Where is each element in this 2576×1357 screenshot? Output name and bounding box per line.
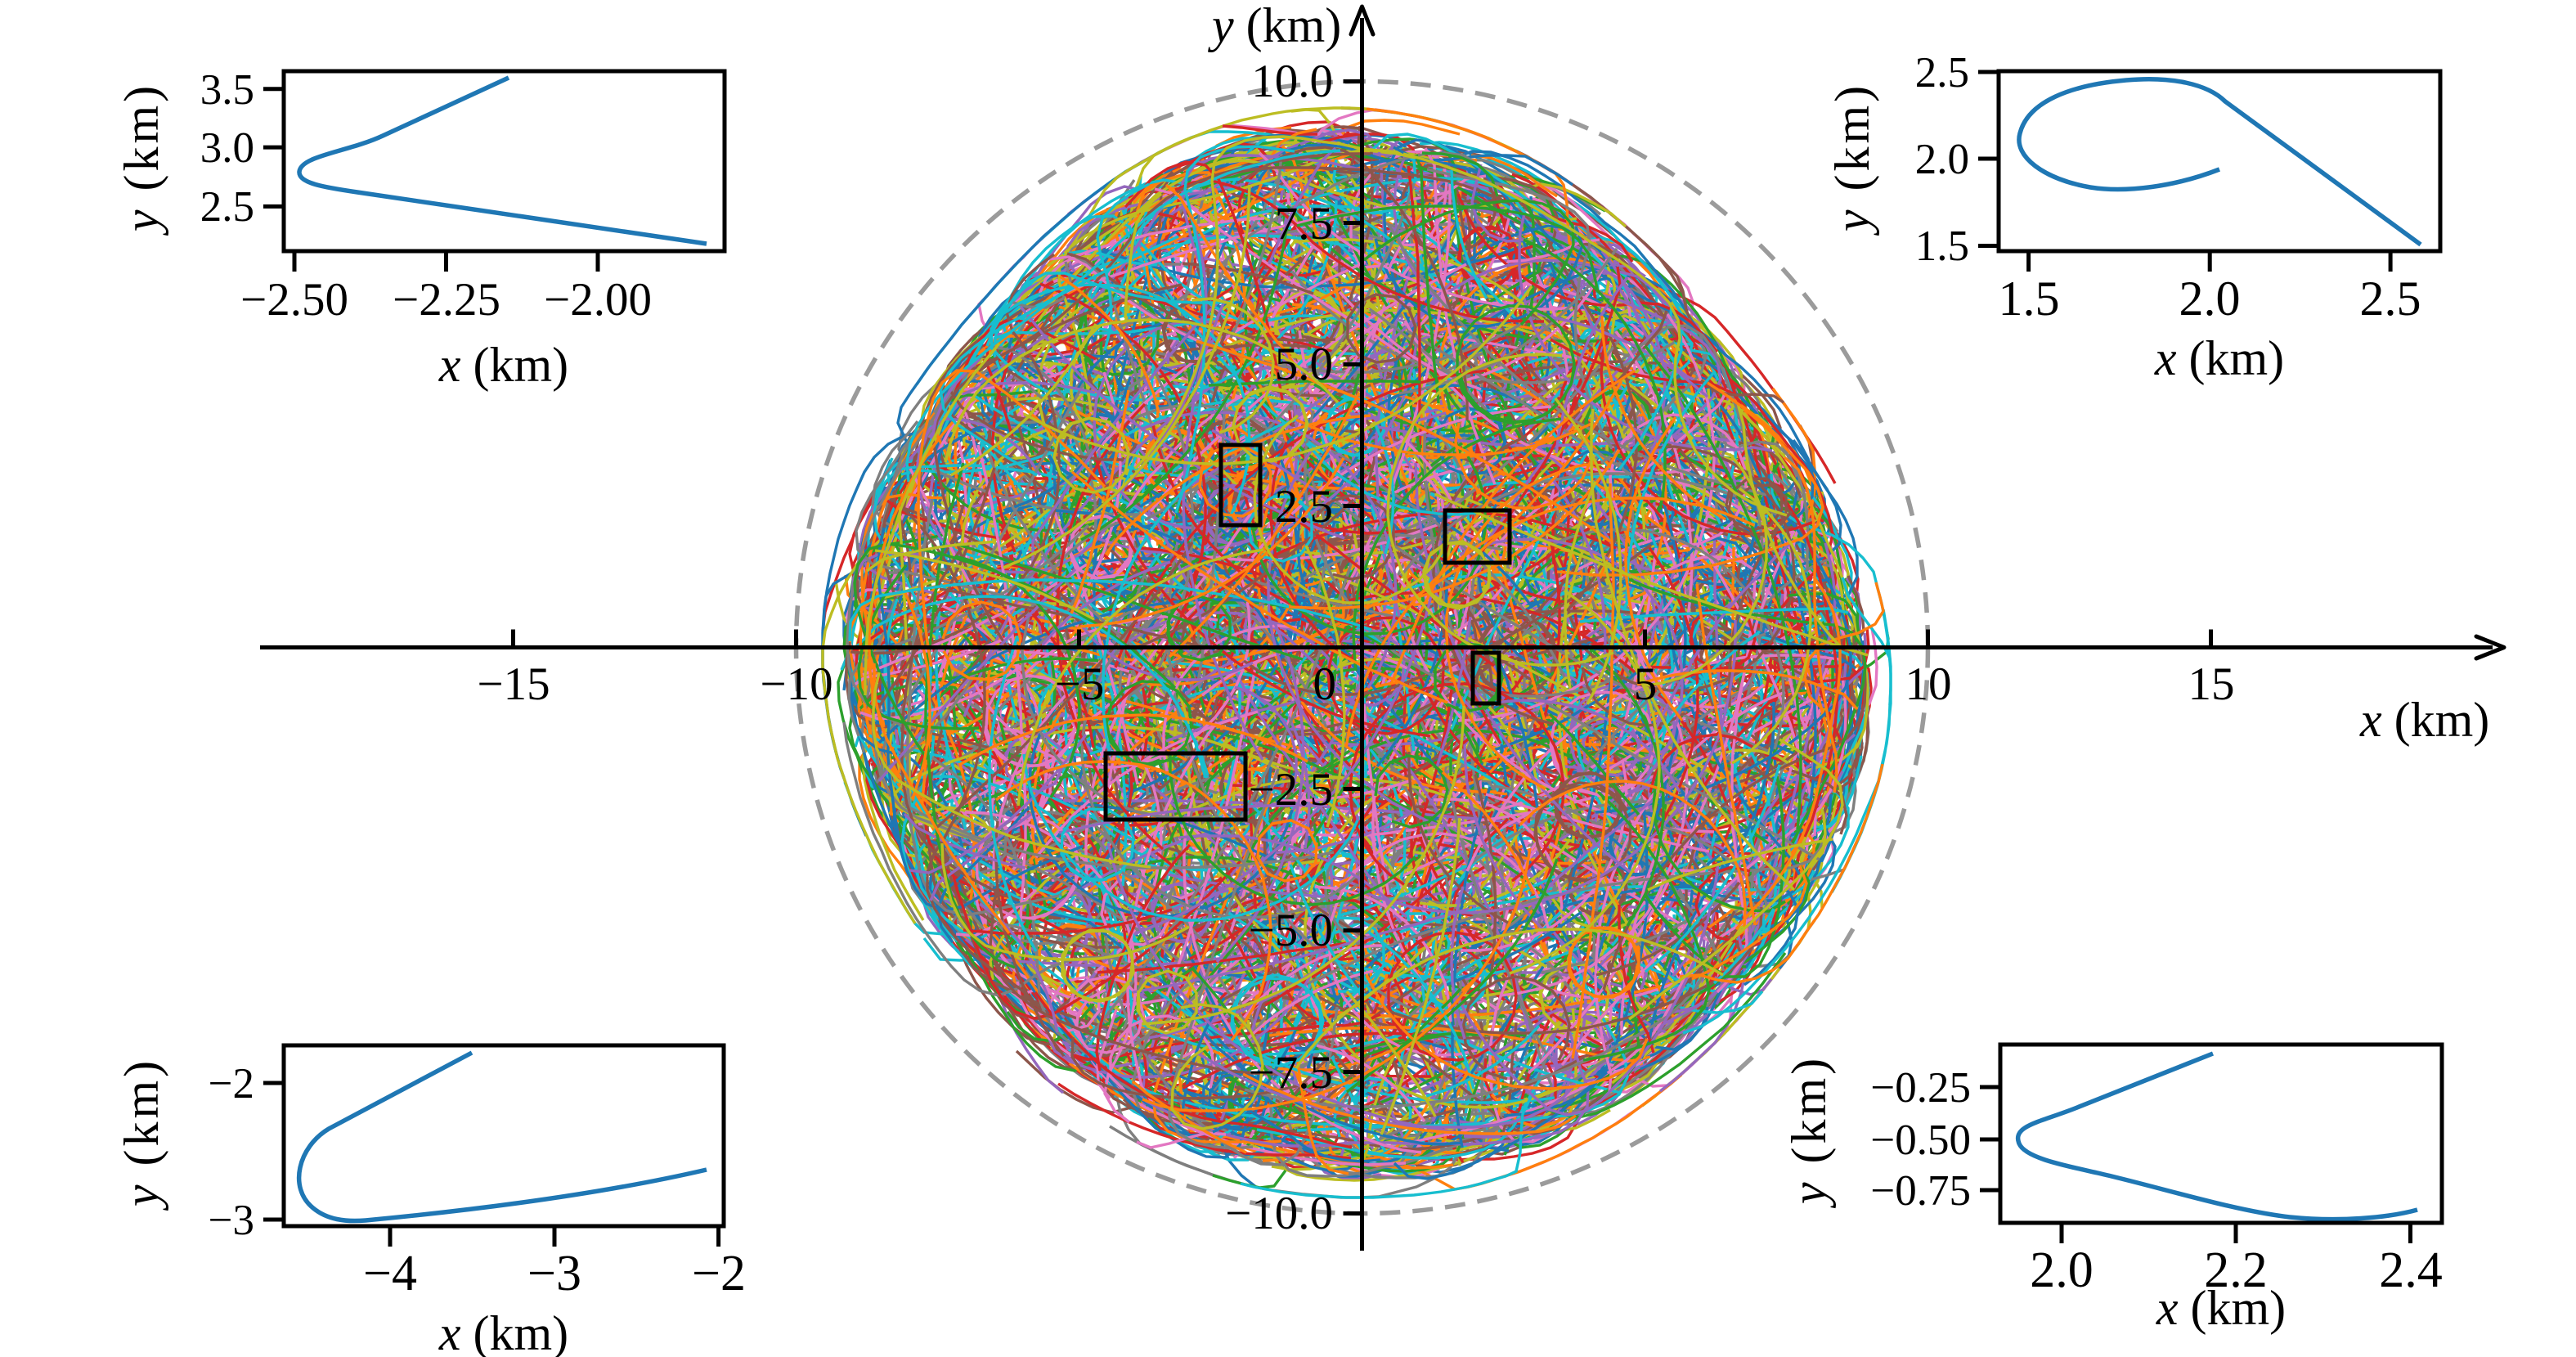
svg-text:−7.5: −7.5 <box>1249 1047 1333 1099</box>
svg-text:−2.25: −2.25 <box>393 274 500 326</box>
svg-text:2.5: 2.5 <box>1915 49 1969 97</box>
svg-text:y (km): y (km) <box>114 1058 168 1211</box>
svg-text:10: 10 <box>1905 658 1952 710</box>
svg-text:2.0: 2.0 <box>2030 1242 2094 1298</box>
svg-text:y (km): y (km) <box>114 83 168 236</box>
svg-text:−15: −15 <box>477 658 550 710</box>
svg-text:5.0: 5.0 <box>1275 339 1333 390</box>
svg-text:−10: −10 <box>760 658 832 710</box>
svg-text:−0.50: −0.50 <box>1870 1117 1971 1164</box>
svg-text:−5.0: −5.0 <box>1249 905 1333 956</box>
svg-text:−3: −3 <box>209 1197 254 1244</box>
svg-text:x (km): x (km) <box>2156 1281 2286 1335</box>
svg-text:y (km): y (km) <box>1207 0 1341 52</box>
svg-text:−5: −5 <box>1055 658 1105 710</box>
svg-text:−3: −3 <box>527 1246 581 1301</box>
svg-text:2.5: 2.5 <box>1275 481 1333 532</box>
svg-text:3.5: 3.5 <box>200 66 254 114</box>
svg-text:2.4: 2.4 <box>2379 1242 2443 1298</box>
svg-text:x (km): x (km) <box>438 338 568 392</box>
svg-text:2.5: 2.5 <box>200 183 254 231</box>
svg-text:7.5: 7.5 <box>1275 198 1333 249</box>
svg-text:2.0: 2.0 <box>2179 272 2241 326</box>
svg-text:y (km): y (km) <box>1782 1055 1836 1209</box>
svg-text:2.5: 2.5 <box>2360 272 2421 326</box>
svg-text:−10.0: −10.0 <box>1225 1188 1333 1239</box>
svg-text:x (km): x (km) <box>2154 331 2284 385</box>
svg-text:−0.25: −0.25 <box>1870 1064 1971 1112</box>
svg-text:−2.00: −2.00 <box>544 274 652 326</box>
svg-text:x (km): x (km) <box>438 1306 568 1357</box>
svg-text:−4: −4 <box>363 1246 417 1301</box>
svg-text:2.2: 2.2 <box>2204 1242 2268 1298</box>
svg-text:15: 15 <box>2188 658 2235 710</box>
svg-text:−2.50: −2.50 <box>240 274 348 326</box>
svg-text:2.0: 2.0 <box>1915 136 1969 183</box>
svg-text:−2: −2 <box>692 1246 746 1301</box>
svg-text:0: 0 <box>1313 658 1337 710</box>
svg-text:−2.5: −2.5 <box>1249 764 1333 816</box>
svg-text:1.5: 1.5 <box>1999 272 2060 326</box>
svg-text:−2: −2 <box>209 1060 254 1108</box>
svg-text:10.0: 10.0 <box>1251 56 1333 107</box>
svg-text:x (km): x (km) <box>2359 693 2489 747</box>
svg-text:y (km): y (km) <box>1825 83 1879 236</box>
svg-text:3.0: 3.0 <box>200 124 254 172</box>
svg-text:1.5: 1.5 <box>1915 222 1969 270</box>
svg-text:5: 5 <box>1634 658 1658 710</box>
svg-text:−0.75: −0.75 <box>1870 1167 1971 1215</box>
